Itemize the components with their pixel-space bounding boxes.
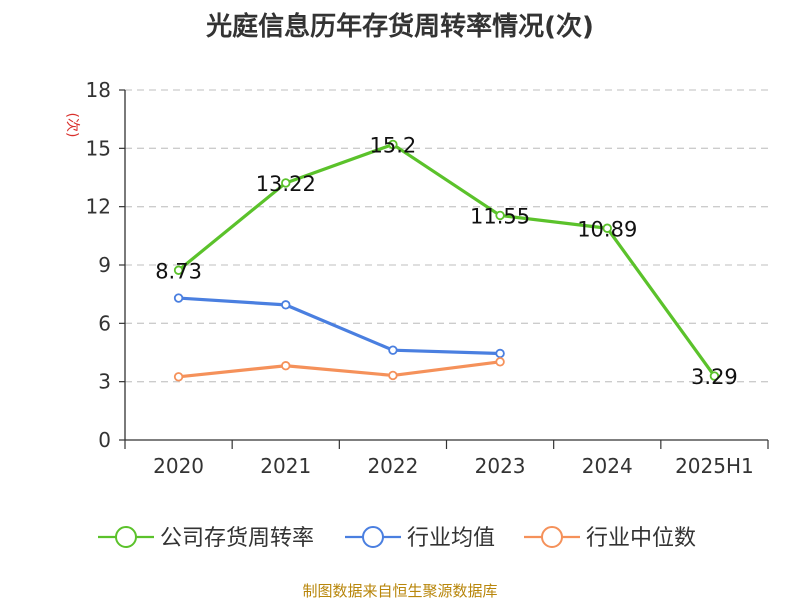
y-tick-label: 18 [86, 78, 111, 102]
legend-marker [541, 526, 563, 548]
y-tick-label: 0 [98, 428, 111, 452]
legend-label: 公司存货周转率 [160, 526, 314, 551]
data-point [281, 300, 291, 310]
data-point [173, 265, 184, 275]
data-point [281, 361, 291, 371]
data-point [495, 210, 505, 221]
y-axis-label: (次) [64, 113, 80, 138]
data-label: 11.55 [470, 204, 530, 228]
series-line [178, 360, 501, 379]
chart-title: 光庭信息历年存货周转率情况(次) [206, 12, 594, 42]
data-point [495, 357, 505, 367]
data-label: 10.89 [577, 217, 637, 241]
x-tick-label: 2025H1 [675, 454, 754, 478]
data-label: 8.73 [155, 259, 202, 283]
data-point [173, 293, 184, 303]
data-point [709, 371, 720, 381]
data-point [388, 370, 398, 381]
y-tick-label: 12 [86, 195, 111, 219]
y-tick-label: 15 [86, 136, 111, 160]
data-point [173, 372, 184, 382]
legend-marker [362, 526, 384, 548]
data-point [388, 345, 398, 355]
series-line [178, 296, 501, 356]
legend-label: 行业中位数 [586, 526, 696, 551]
data-label: 13.22 [256, 172, 316, 196]
x-tick-label: 2024 [582, 454, 633, 478]
y-tick-label: 6 [98, 311, 111, 335]
x-tick-label: 2021 [260, 454, 311, 478]
y-tick-label: 3 [98, 370, 111, 394]
y-tick-label: 9 [98, 253, 111, 277]
series-line [177, 142, 716, 377]
data-point [388, 139, 398, 150]
data-label: 15.2 [370, 133, 417, 157]
data-point [281, 178, 291, 188]
legend-label: 行业均值 [407, 526, 495, 551]
data-label: 3.29 [691, 365, 738, 389]
legend-marker [115, 526, 137, 548]
x-tick-label: 2023 [475, 454, 526, 478]
data-point [495, 348, 505, 359]
data-point [602, 223, 612, 233]
x-tick-label: 2022 [367, 454, 418, 478]
x-tick-label: 2020 [153, 454, 204, 478]
source-note: 制图数据来自恒生聚源数据库 [302, 582, 498, 600]
